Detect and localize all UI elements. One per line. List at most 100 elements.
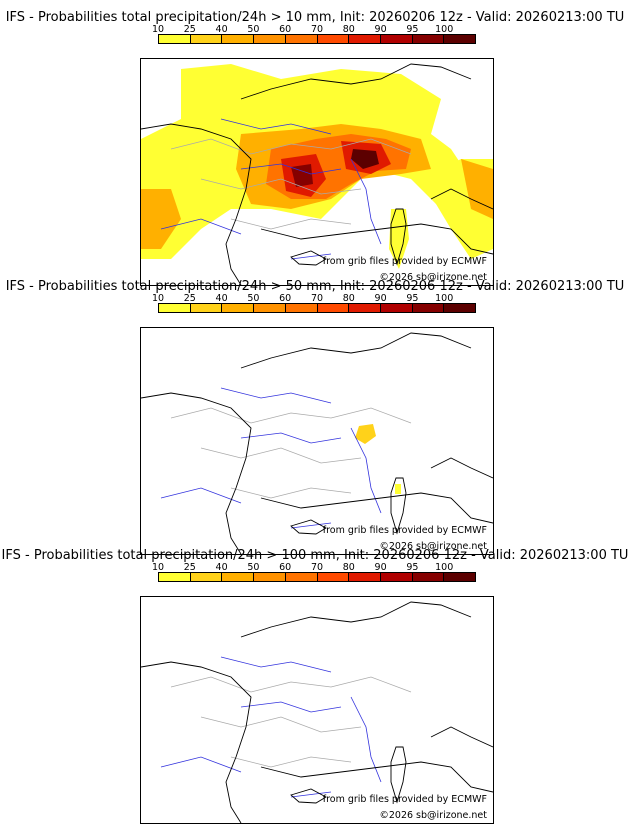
colorbar-tick-label: 80 [342,293,355,304]
colorbar-segment [222,573,255,581]
colorbar-segment [159,573,191,581]
colorbar-segment [190,573,223,581]
copyright-credit: ©2026 sb@irizone.net [379,272,487,283]
map-50mm: from grib files provided by ECMWF ©2026 … [140,327,494,555]
colorbar-segment [254,573,286,581]
colorbar [158,34,476,44]
colorbar-tick-label: 10 [151,562,165,573]
colorbar-segment [349,304,381,312]
copyright-credit: ©2026 sb@irizone.net [379,541,487,552]
colorbar-segment [444,35,476,43]
colorbar [158,303,476,313]
colorbar-tick-label: 80 [342,24,355,35]
rivers [160,118,382,260]
colorbar-segment [285,573,318,581]
colorbar-segment [159,304,191,312]
colorbar-segment [380,573,413,581]
prob-zone-25-b [141,189,181,249]
colorbar-tick-label: 90 [374,562,387,573]
colorbar-tick-label: 60 [279,24,292,35]
colorbar-segment [254,304,286,312]
colorbar-segment [412,573,445,581]
prob-zone-25-c [461,159,493,219]
panel-50mm: IFS - Probabilities total precipitation/… [0,279,630,555]
colorbar-tick-label: 100 [435,24,454,35]
colorbar-segment [317,304,350,312]
colorbar-segment [159,35,191,43]
borders [170,138,412,230]
colorbar-tick-label: 70 [310,562,324,573]
panel-10mm: IFS - Probabilities total precipitation/… [0,10,630,286]
colorbar-segment [380,35,413,43]
colorbar-tick-label: 60 [279,562,292,573]
colorbar-tick-label: 70 [310,293,324,304]
colorbar-segment [190,304,223,312]
colorbar-tick-label: 25 [183,24,196,35]
colorbar-tick-label: 40 [215,24,228,35]
probability-fill [141,64,493,269]
map-10mm: from grib files provided by ECMWF ©2026 … [140,58,494,286]
map-canvas [141,601,493,823]
colorbar-tick-label: 95 [406,562,419,573]
colorbar-segment [222,304,255,312]
colorbar-tick-label: 10 [151,293,165,304]
probability-fill [355,424,401,494]
prob-zone-10-alps [355,424,376,444]
colorbar-tick-label: 40 [215,293,228,304]
borders [170,407,412,499]
colorbar-tick-label: 70 [310,24,324,35]
colorbar-segment [444,304,476,312]
colorbar-segment [285,304,318,312]
panel-title: IFS - Probabilities total precipitation/… [5,10,625,25]
colorbar-tick-label: 25 [183,562,196,573]
rivers [160,387,382,529]
colorbar-tick-label: 50 [247,293,260,304]
colorbar-tick-label: 10 [151,24,165,35]
source-credit: from grib files provided by ECMWF [322,794,487,805]
copyright-credit: ©2026 sb@irizone.net [379,810,487,821]
colorbar-tick-label: 50 [247,24,260,35]
colorbar-tick-label: 50 [247,562,260,573]
map-canvas [141,332,493,554]
colorbar-tick-label: 90 [374,24,387,35]
source-credit: from grib files provided by ECMWF [322,525,487,536]
panel-100mm: IFS - Probabilities total precipitation/… [0,548,630,824]
colorbar-tick-label: 95 [406,24,419,35]
colorbar-segment [349,35,381,43]
coastline [141,332,493,554]
map-canvas [141,63,493,285]
source-credit: from grib files provided by ECMWF [322,256,487,267]
colorbar-tick-label: 80 [342,562,355,573]
colorbar-segment [190,35,223,43]
colorbar-tick-label: 40 [215,562,228,573]
colorbar-segment [254,35,286,43]
colorbar-tick-label: 60 [279,293,292,304]
prob-zone-95-east [351,149,379,169]
rivers [160,656,382,798]
colorbar-segment [317,573,350,581]
borders [170,676,412,768]
colorbar-segment [412,304,445,312]
colorbar-tick-label: 25 [183,293,196,304]
panel-title: IFS - Probabilities total precipitation/… [1,548,629,563]
colorbar-segment [222,35,255,43]
colorbar-labels: 10 25 40 50 60 70 80 90 95 100 [152,24,480,36]
map-100mm: from grib files provided by ECMWF ©2026 … [140,596,494,824]
colorbar-tick-label: 90 [374,293,387,304]
prob-zone-95-west [291,164,313,187]
colorbar-tick-label: 100 [435,293,454,304]
coastline [141,63,493,285]
prob-zone-10-corsica [395,484,401,494]
colorbar-tick-label: 95 [406,293,419,304]
panel-title: IFS - Probabilities total precipitation/… [5,279,625,294]
colorbar-tick-label: 100 [435,562,454,573]
colorbar-labels: 10 25 40 50 60 70 80 90 95 100 [152,562,480,574]
colorbar-segment [380,304,413,312]
colorbar [158,572,476,582]
colorbar-segment [349,573,381,581]
coastline [141,601,493,823]
colorbar-segment [285,35,318,43]
colorbar-labels: 10 25 40 50 60 70 80 90 95 100 [152,293,480,305]
colorbar-segment [412,35,445,43]
colorbar-segment [317,35,350,43]
